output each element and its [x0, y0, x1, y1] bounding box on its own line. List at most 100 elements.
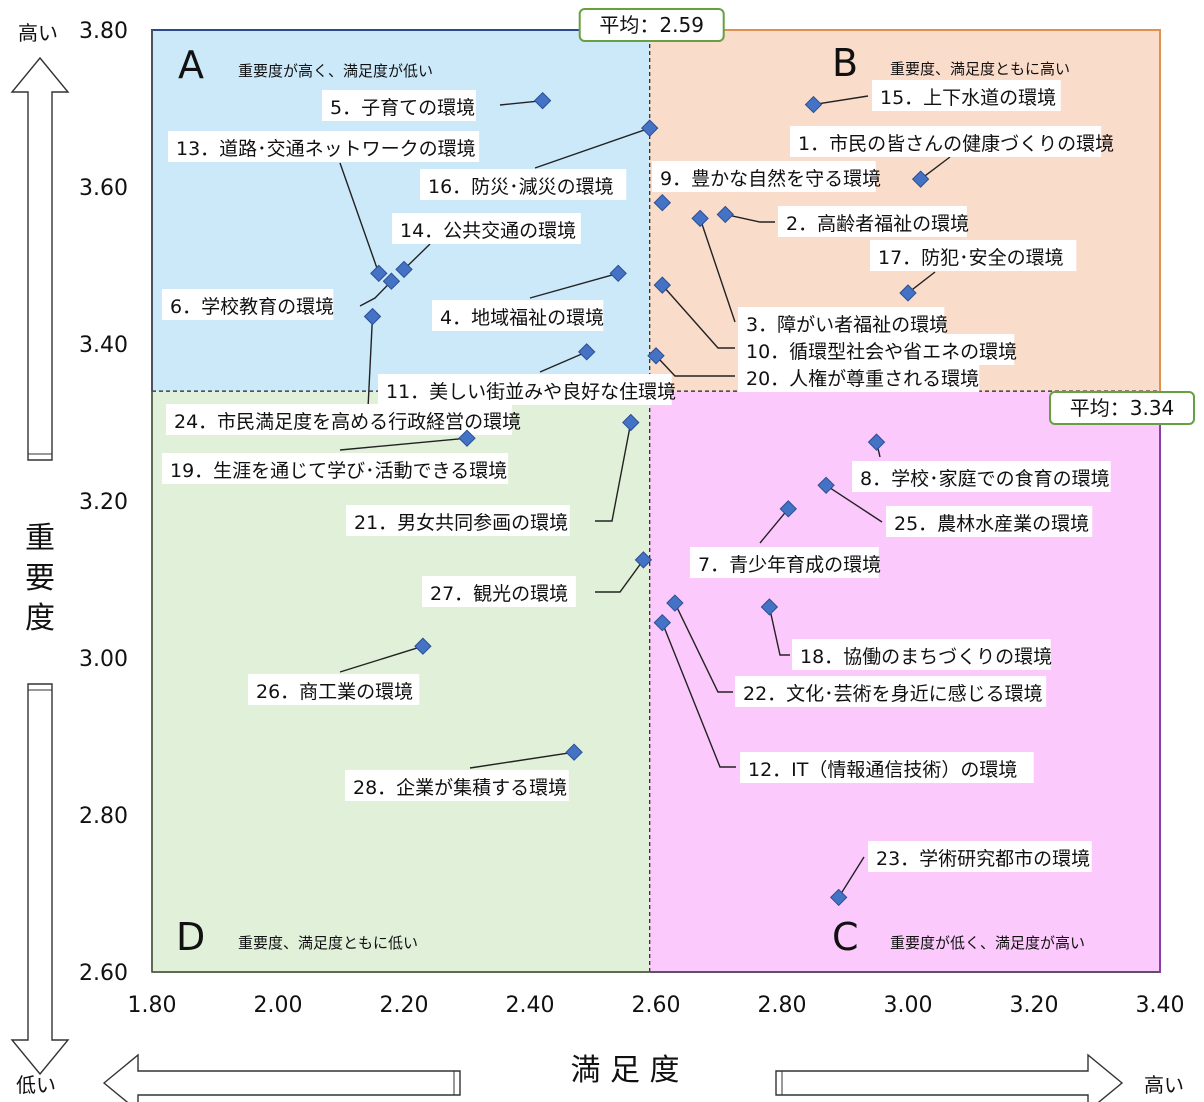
data-markers	[363, 91, 930, 907]
data-point-10	[653, 276, 672, 294]
point-label-18: 18．協働のまちづくりの環境	[792, 639, 1052, 670]
point-label-text: 2．高齢者福祉の環境	[786, 213, 969, 235]
point-label-box	[740, 752, 1034, 783]
x-axis-title: 満 足 度	[570, 1053, 679, 1088]
point-label-22: 22．文化･芸術を身近に感じる環境	[735, 676, 1047, 707]
point-label-20: 20．人権が尊重される環境	[738, 361, 980, 392]
point-label-text: 18．協働のまちづくりの環境	[800, 646, 1052, 668]
point-label-1: 1．市民の皆さんの健康づくりの環境	[790, 126, 1114, 157]
average-x-label: 平均：2.59	[599, 13, 704, 37]
quadrant-b-letter: B	[832, 41, 858, 85]
point-label-box	[690, 547, 879, 578]
axes: 1.80 2.00 2.20 2.40 2.60 2.80 3.00 3.20 3.40 2.60…	[25, 19, 1184, 1088]
leader-line-27	[595, 559, 644, 593]
data-point-7	[779, 500, 798, 518]
point-label-box	[738, 307, 945, 338]
leader-line-11	[539, 351, 587, 373]
point-label-9: 9．豊かな自然を守る環境	[652, 161, 881, 192]
point-label-text: 14．公共交通の環境	[400, 220, 576, 242]
x-tick-label: 2.00	[254, 993, 303, 1018]
point-label-text: 28．企業が集積する環境	[353, 777, 567, 799]
quadrant-a-description: 重要度が高く、満足度が低い	[238, 62, 433, 80]
point-label-11: 11．美しい街並みや良好な住環境	[378, 374, 676, 405]
data-point-2	[716, 205, 735, 224]
y-tick-label: 2.60	[79, 961, 128, 986]
data-point-20	[647, 347, 665, 365]
data-point-22	[666, 594, 684, 612]
point-label-text: 10．循環型社会や省エネの環境	[746, 341, 1017, 363]
leader-line-20	[655, 355, 735, 377]
y-tick-label: 3.60	[79, 176, 128, 201]
y-tick-label: 3.40	[79, 333, 128, 358]
quadrant-d-description: 重要度、満足度ともに低い	[238, 934, 418, 952]
point-label-text: 22．文化･芸術を身近に感じる環境	[743, 683, 1043, 705]
data-point-5	[533, 91, 552, 110]
leader-line-7	[759, 508, 789, 544]
x-low-label: 低い	[16, 1073, 56, 1097]
point-label-text: 27．観光の環境	[430, 583, 568, 605]
point-label-box	[738, 361, 980, 392]
point-label-box	[166, 404, 513, 435]
quadrant-a-fill	[152, 30, 650, 392]
x-tick-label: 2.80	[758, 993, 807, 1018]
point-label-text: 9．豊かな自然を守る環境	[660, 168, 881, 190]
point-label-box	[852, 461, 1111, 492]
leader-line-4	[529, 272, 619, 299]
point-label-box	[162, 289, 334, 320]
point-label-text: 26．商工業の環境	[256, 681, 413, 703]
point-label-box	[792, 639, 1051, 670]
point-label-19: 19．生涯を通じて学び･活動できる環境	[162, 453, 509, 484]
data-point-19	[458, 429, 476, 447]
leader-line-10	[661, 284, 735, 349]
data-point-26	[414, 637, 432, 655]
point-label-21: 21．男女共同参画の環境	[346, 505, 570, 536]
point-label-17: 17．防犯･安全の環境	[870, 240, 1077, 271]
quadrant-c-letter: C	[832, 915, 859, 959]
point-label-27: 27．観光の環境	[422, 576, 576, 607]
point-label-box	[886, 506, 1093, 537]
y-high-label: 高い	[18, 21, 58, 45]
point-label-text: 24．市民満足度を高める行政経営の環境	[174, 411, 521, 433]
data-point-27	[634, 551, 653, 569]
point-label-13: 13．道路･交通ネットワークの環境	[168, 131, 480, 162]
y-tick-label: 2.80	[79, 804, 128, 829]
point-label-text: 3．障がい者福祉の環境	[746, 314, 948, 336]
x-tick-label: 3.20	[1010, 993, 1059, 1018]
point-label-12: 12．IT（情報通信技術）の環境	[740, 752, 1034, 783]
y-axis-title-char: 重	[25, 521, 55, 556]
data-point-23	[829, 888, 848, 907]
y-tick-label: 3.20	[79, 490, 128, 515]
point-label-box	[872, 80, 1061, 111]
x-tick-label: 3.40	[1136, 993, 1185, 1018]
data-point-11	[577, 343, 596, 361]
y-tick-label: 3.80	[79, 19, 128, 44]
data-point-16	[640, 119, 659, 137]
quadrant-b-description: 重要度、満足度ともに高い	[890, 60, 1070, 78]
point-label-text: 21．男女共同参画の環境	[354, 512, 568, 534]
leader-lines	[339, 95, 951, 898]
data-point-21	[622, 413, 640, 432]
average-y-label: 平均：3.34	[1070, 396, 1175, 420]
point-label-text: 13．道路･交通ネットワークの環境	[176, 138, 476, 160]
point-label-box	[432, 300, 604, 331]
x-tick-label: 2.60	[632, 993, 681, 1018]
x-tick-label: 2.40	[506, 993, 555, 1018]
point-label-5: 5．子育ての環境	[322, 90, 476, 121]
leader-line-26	[339, 645, 424, 673]
data-point-28	[565, 743, 583, 761]
point-label-text: 5．子育ての環境	[330, 97, 475, 119]
data-point-15	[804, 95, 823, 114]
point-label-10: 10．循環型社会や省エネの環境	[738, 334, 1017, 365]
leader-line-12	[661, 622, 736, 768]
y-axis-title-char: 度	[25, 601, 55, 636]
data-point-17	[899, 284, 917, 302]
point-label-box	[168, 131, 480, 162]
point-label-4: 4．地域福祉の環境	[432, 300, 604, 331]
left-arrow-icon	[102, 1053, 461, 1102]
data-point-14	[395, 260, 413, 279]
point-label-3: 3．障がい者福祉の環境	[738, 307, 948, 338]
up-arrow-icon	[10, 56, 70, 461]
data-point-8	[867, 433, 886, 451]
point-label-text: 20．人権が尊重される環境	[746, 368, 979, 390]
